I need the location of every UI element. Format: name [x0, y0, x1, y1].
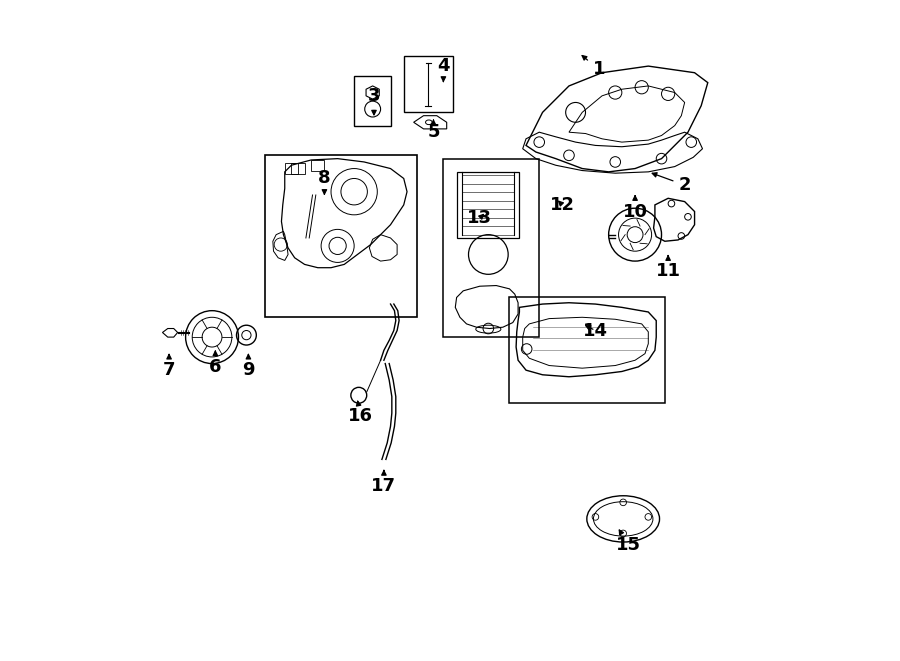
Text: 11: 11 [655, 256, 680, 280]
Text: 8: 8 [318, 169, 330, 194]
Text: 9: 9 [242, 354, 255, 379]
Bar [509, 297, 665, 403]
Text: 1: 1 [582, 56, 605, 79]
Text: 15: 15 [616, 530, 641, 555]
Text: 13: 13 [467, 209, 492, 227]
Bar [444, 159, 539, 337]
Bar [292, 163, 304, 174]
Bar [284, 163, 298, 174]
Text: 14: 14 [583, 321, 608, 340]
Text: 2: 2 [652, 173, 691, 194]
Text: 5: 5 [428, 120, 440, 141]
Bar [311, 160, 324, 171]
Text: 10: 10 [623, 196, 648, 221]
Text: 17: 17 [372, 471, 396, 495]
Text: 4: 4 [437, 57, 450, 81]
Text: 3: 3 [368, 87, 380, 115]
Bar [265, 155, 417, 317]
Bar [355, 76, 391, 126]
Text: 16: 16 [348, 401, 374, 426]
Text: 6: 6 [209, 351, 221, 376]
Text: 12: 12 [550, 196, 575, 214]
Bar [456, 172, 519, 238]
Bar [404, 56, 454, 112]
Text: 7: 7 [163, 354, 176, 379]
